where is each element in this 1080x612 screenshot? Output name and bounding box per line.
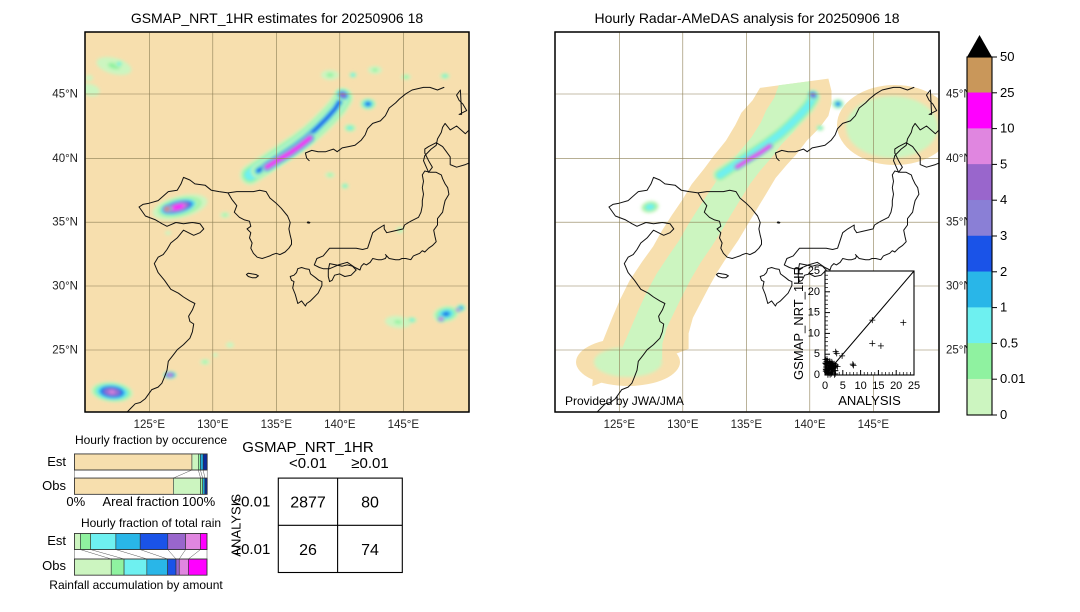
svg-text:100%: 100% <box>182 494 216 509</box>
svg-text:1: 1 <box>1000 300 1007 315</box>
svg-text:ANALYSIS: ANALYSIS <box>228 494 243 557</box>
svg-text:45°N: 45°N <box>52 89 78 101</box>
svg-text:2877: 2877 <box>290 495 326 512</box>
svg-text:125°E: 125°E <box>134 419 166 431</box>
svg-text:3: 3 <box>1000 228 1007 243</box>
svg-text:GSMAP_NRT_1HR: GSMAP_NRT_1HR <box>791 266 806 380</box>
svg-text:Hourly Radar-AMeDAS analysis f: Hourly Radar-AMeDAS analysis for 2025090… <box>594 10 899 26</box>
svg-text:0%: 0% <box>66 494 85 509</box>
svg-text:Obs: Obs <box>42 558 66 573</box>
svg-text:0: 0 <box>1000 407 1007 422</box>
svg-text:2: 2 <box>1000 264 1007 279</box>
svg-text:145°E: 145°E <box>858 419 890 431</box>
svg-text:4: 4 <box>1000 192 1007 207</box>
svg-text:Est: Est <box>47 454 66 469</box>
svg-text:Rainfall accumulation by amoun: Rainfall accumulation by amount <box>49 578 223 592</box>
svg-text:0.5: 0.5 <box>1000 335 1018 350</box>
svg-text:Obs: Obs <box>42 478 66 493</box>
svg-text:0.01: 0.01 <box>1000 371 1025 386</box>
svg-text:25: 25 <box>1000 85 1014 100</box>
svg-text:≥0.01: ≥0.01 <box>351 455 388 472</box>
svg-text:ANALYSIS: ANALYSIS <box>838 393 901 408</box>
svg-text:30°N: 30°N <box>52 281 78 293</box>
svg-text:10: 10 <box>808 327 820 339</box>
svg-text:50: 50 <box>1000 49 1014 64</box>
svg-text:10: 10 <box>854 380 866 392</box>
svg-text:125°E: 125°E <box>604 419 636 431</box>
svg-text:Hourly fraction by occurence: Hourly fraction by occurence <box>75 433 227 447</box>
svg-text:25: 25 <box>808 265 820 277</box>
svg-text:26: 26 <box>299 542 317 559</box>
svg-text:145°E: 145°E <box>388 419 420 431</box>
svg-text:130°E: 130°E <box>667 419 699 431</box>
svg-text:Provided by JWA/JMA: Provided by JWA/JMA <box>565 394 684 408</box>
svg-text:20: 20 <box>808 286 820 298</box>
svg-text:15: 15 <box>872 380 884 392</box>
svg-text:15: 15 <box>808 307 820 319</box>
svg-text:25°N: 25°N <box>52 345 78 357</box>
svg-text:20: 20 <box>890 380 902 392</box>
svg-text:Areal fraction: Areal fraction <box>103 494 180 509</box>
svg-text:130°E: 130°E <box>197 419 229 431</box>
svg-text:10: 10 <box>1000 121 1014 136</box>
svg-text:0: 0 <box>822 380 828 392</box>
svg-text:GSMAP_NRT_1HR: GSMAP_NRT_1HR <box>242 439 374 456</box>
svg-text:<0.01: <0.01 <box>289 455 327 472</box>
svg-text:0: 0 <box>814 369 820 381</box>
svg-text:Hourly fraction of total rain: Hourly fraction of total rain <box>81 516 221 530</box>
svg-text:135°E: 135°E <box>261 419 293 431</box>
svg-text:140°E: 140°E <box>324 419 356 431</box>
svg-text:5: 5 <box>1000 156 1007 171</box>
svg-text:135°E: 135°E <box>731 419 763 431</box>
svg-text:40°N: 40°N <box>52 153 78 165</box>
svg-text:5: 5 <box>840 380 846 392</box>
svg-text:35°N: 35°N <box>52 217 78 229</box>
svg-text:5: 5 <box>814 348 820 360</box>
svg-text:74: 74 <box>361 542 379 559</box>
svg-text:140°E: 140°E <box>794 419 826 431</box>
svg-text:80: 80 <box>361 495 379 512</box>
svg-text:Est: Est <box>47 533 66 548</box>
svg-text:GSMAP_NRT_1HR estimates for 20: GSMAP_NRT_1HR estimates for 20250906 18 <box>131 10 424 26</box>
svg-text:25: 25 <box>908 380 920 392</box>
